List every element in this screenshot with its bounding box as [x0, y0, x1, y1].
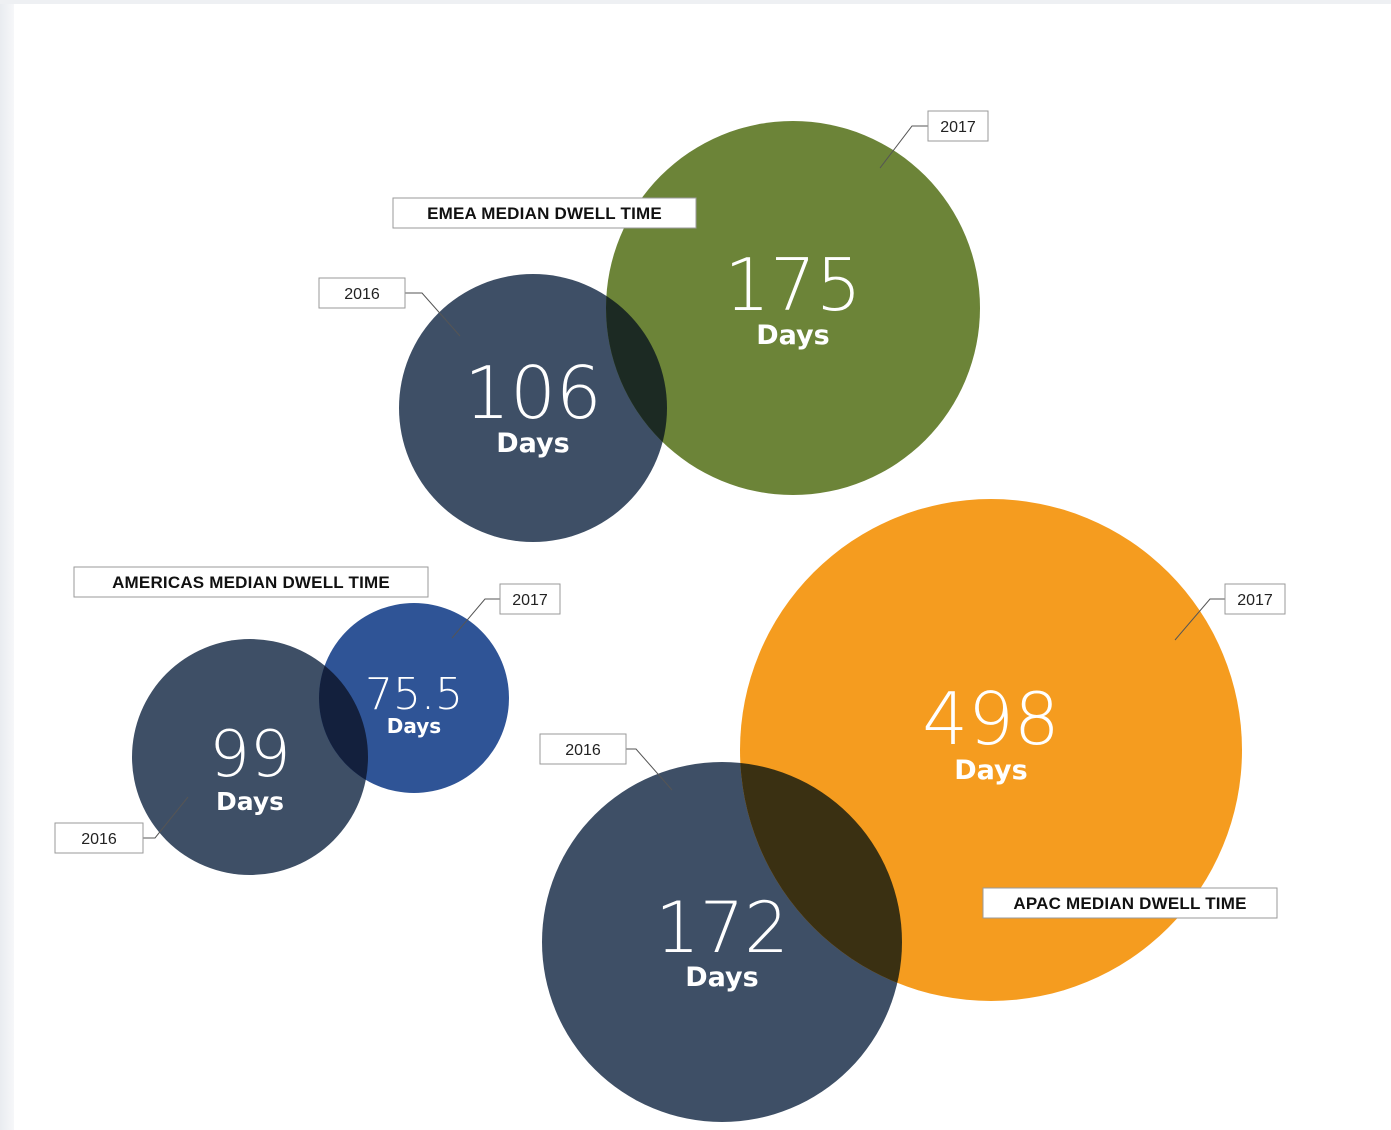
emea-year-box-2017: [927, 110, 989, 142]
apac-value-2017: 498: [922, 677, 1059, 761]
emea-unit-2017: Days: [756, 320, 829, 351]
americas-title: AMERICAS MEDIAN DWELL TIME: [73, 566, 429, 598]
americas-year-box-2017: [499, 583, 561, 615]
americas-title-text: AMERICAS MEDIAN DWELL TIME: [112, 573, 390, 592]
apac-unit-2016: Days: [685, 962, 758, 993]
americas-year-callout-2016: 2016: [54, 822, 144, 854]
americas-year-box-2016: [54, 822, 144, 854]
apac-title-box: [982, 887, 1278, 919]
apac-value-2016: 172: [655, 887, 789, 969]
emea-year-callout-2017: 2017: [927, 110, 989, 142]
emea-title: EMEA MEDIAN DWELL TIME: [392, 197, 697, 229]
americas-year-label-2017: 2017: [512, 592, 548, 609]
americas-year-callout-2017: 2017: [499, 583, 561, 615]
americas-year-label-2016: 2016: [81, 831, 117, 848]
americas-value-2017: 75.5: [365, 669, 463, 720]
emea-title-text: EMEA MEDIAN DWELL TIME: [427, 204, 662, 223]
emea-title-box: [392, 197, 697, 229]
apac-year-label-2017: 2017: [1237, 592, 1273, 609]
emea-unit-2016: Days: [496, 428, 569, 459]
emea-value-2016: 106: [464, 351, 601, 435]
apac-year-box-2016: [539, 733, 627, 765]
top-edge-shadow: [0, 0, 1391, 4]
americas-leader-2016: [143, 796, 189, 839]
emea-year-label-2016: 2016: [344, 286, 380, 303]
americas-value-2016: 99: [209, 718, 290, 792]
emea-leader-2017: [879, 125, 928, 169]
emea-bubble-2016: [399, 274, 667, 542]
apac-leader-2017: [1174, 598, 1225, 641]
americas-bubble-2016: [132, 639, 368, 875]
emea-value-2017: 175: [724, 243, 861, 327]
apac-unit-2017: Days: [954, 755, 1027, 786]
apac-leader-2016: [626, 748, 673, 791]
leaders-layer: [143, 125, 1225, 839]
apac-title: APAC MEDIAN DWELL TIME: [982, 887, 1278, 919]
emea-leader-2016: [405, 292, 461, 337]
emea-bubble-2017: [606, 121, 980, 495]
americas-unit-2017: Days: [387, 714, 441, 738]
apac-year-label-2016: 2016: [565, 742, 601, 759]
apac-year-callout-2017: 2017: [1224, 583, 1286, 615]
americas-unit-2016: Days: [216, 787, 284, 816]
americas-title-box: [73, 566, 429, 598]
emea-year-box-2016: [318, 277, 406, 309]
emea-year-label-2017: 2017: [940, 119, 976, 136]
apac-bubble-overlap: [740, 762, 902, 1001]
emea-year-callout-2016: 2016: [318, 277, 406, 309]
apac-year-callout-2016: 2016: [539, 733, 627, 765]
americas-leader-2017: [451, 598, 500, 639]
apac-title-text: APAC MEDIAN DWELL TIME: [1013, 894, 1246, 913]
left-edge-shadow: [0, 0, 14, 1130]
apac-year-box-2017: [1224, 583, 1286, 615]
